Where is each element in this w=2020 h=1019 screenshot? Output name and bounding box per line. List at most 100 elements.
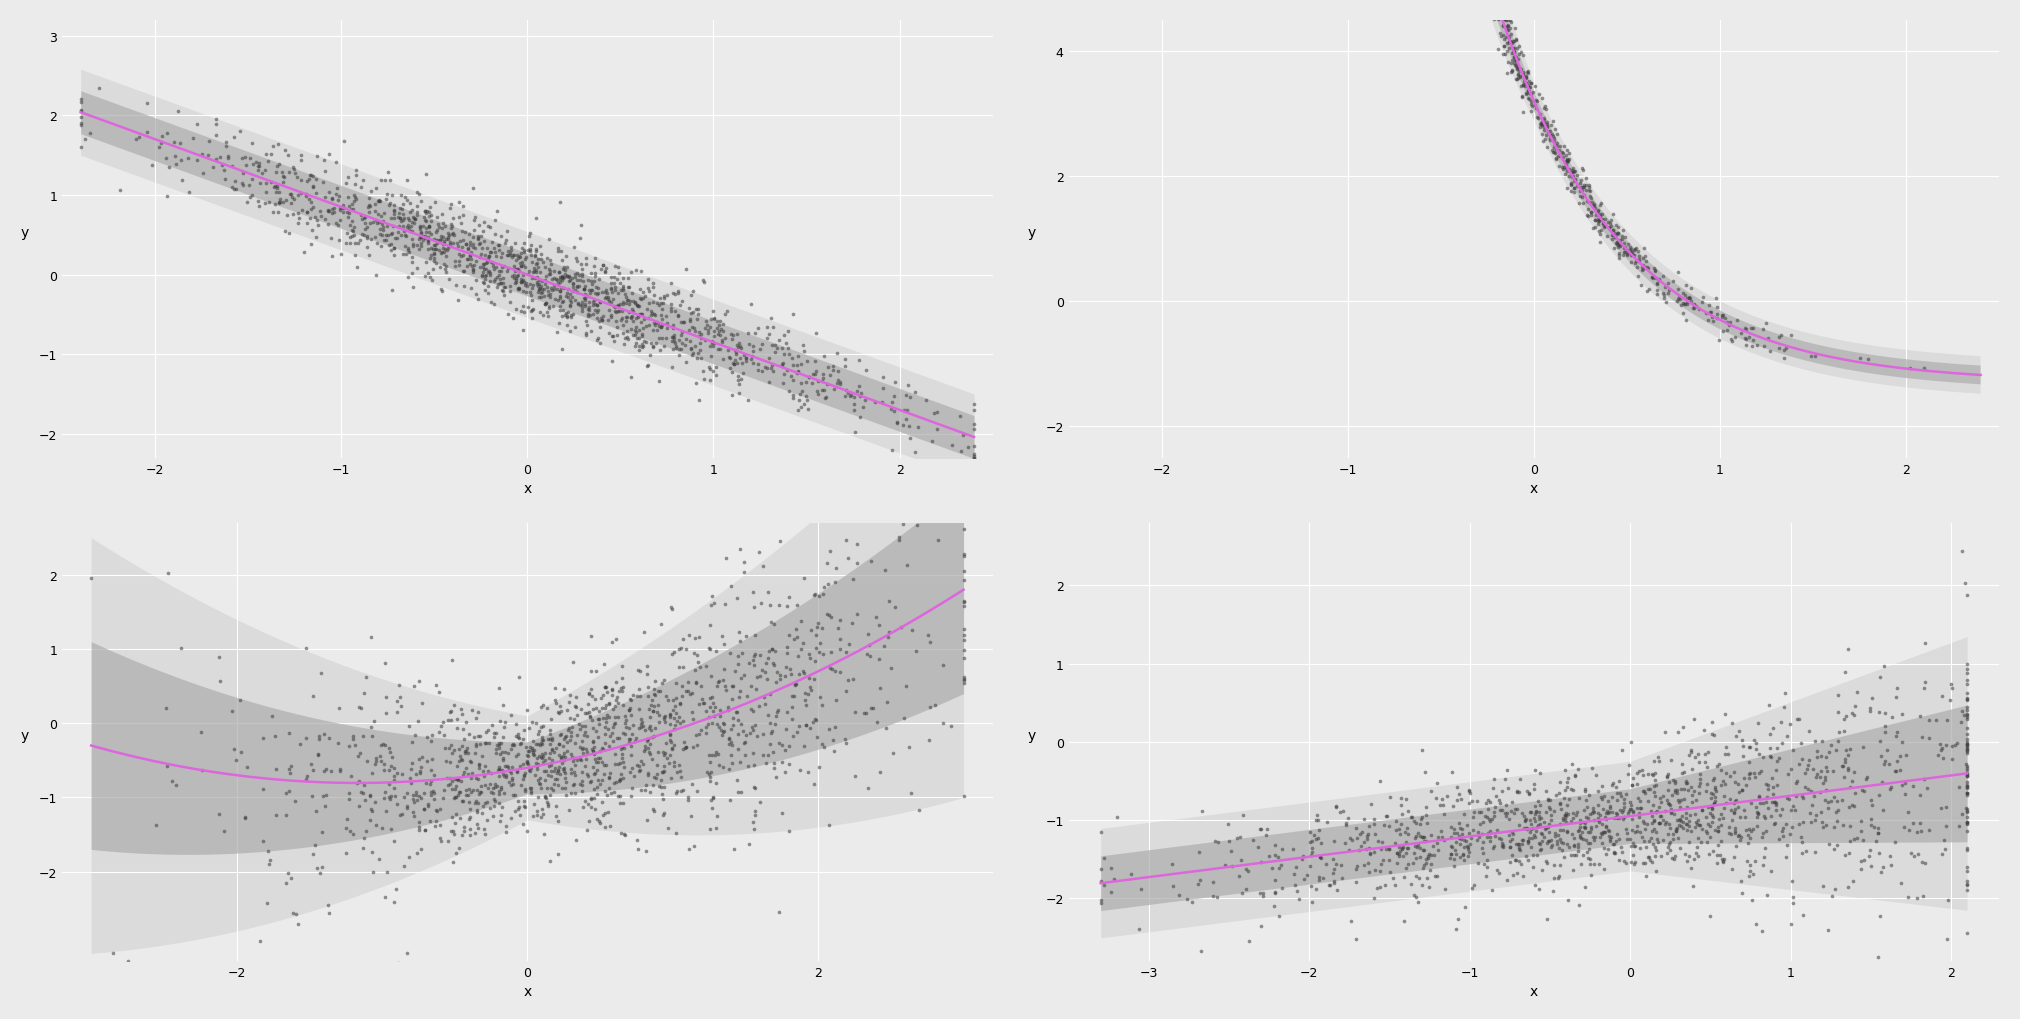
Point xyxy=(681,648,713,664)
Point xyxy=(487,752,519,768)
Point xyxy=(1584,234,1616,251)
Point xyxy=(560,698,592,714)
Point xyxy=(1701,837,1733,853)
Point xyxy=(1487,839,1519,855)
Point xyxy=(646,311,679,327)
Point xyxy=(861,714,893,731)
Point xyxy=(1608,240,1640,257)
Point xyxy=(1501,53,1533,69)
Point xyxy=(1537,857,1570,873)
Point xyxy=(1733,754,1765,770)
Point xyxy=(1689,822,1721,839)
Point xyxy=(1717,795,1749,811)
Point xyxy=(1582,206,1614,222)
Point xyxy=(628,625,661,641)
Point xyxy=(1622,249,1654,265)
Point xyxy=(509,783,541,799)
Point xyxy=(533,750,566,766)
Point xyxy=(299,838,331,854)
Point xyxy=(800,354,832,370)
Point xyxy=(1297,845,1329,861)
Point xyxy=(1547,150,1580,166)
Point xyxy=(515,743,547,759)
Point xyxy=(1836,873,1868,890)
Point xyxy=(1774,826,1806,843)
Point xyxy=(1628,240,1660,257)
Point xyxy=(558,275,590,291)
Point xyxy=(1497,34,1529,50)
Point xyxy=(778,372,810,388)
Point xyxy=(1951,588,1984,604)
Point xyxy=(1735,823,1768,840)
Point xyxy=(1683,754,1715,770)
Point xyxy=(1507,48,1539,64)
Point xyxy=(343,798,376,814)
Point xyxy=(1531,119,1563,136)
Point xyxy=(638,318,671,334)
Point xyxy=(592,695,624,711)
Point xyxy=(1479,838,1511,854)
Point xyxy=(656,601,689,618)
Point xyxy=(535,742,568,758)
Point xyxy=(1693,846,1725,862)
Point xyxy=(471,812,503,828)
Point xyxy=(360,197,392,213)
Point xyxy=(1608,809,1640,825)
Point xyxy=(626,291,659,308)
Point xyxy=(1743,789,1776,805)
Point xyxy=(515,303,547,319)
Point xyxy=(1515,816,1547,833)
Point xyxy=(1927,750,1959,766)
Point xyxy=(1491,17,1523,34)
Point xyxy=(1517,781,1549,797)
Point xyxy=(1321,856,1353,872)
Point xyxy=(699,747,731,763)
Point xyxy=(438,825,471,842)
Point xyxy=(339,176,372,193)
Point xyxy=(1582,798,1614,814)
Point xyxy=(1875,848,1907,864)
Point xyxy=(1507,75,1539,92)
Point xyxy=(1331,810,1364,826)
Point xyxy=(479,730,511,746)
Point xyxy=(1713,315,1745,331)
Point xyxy=(1600,810,1632,826)
Point xyxy=(1640,277,1673,293)
Point xyxy=(521,256,553,272)
Point xyxy=(370,192,402,208)
Point xyxy=(556,729,588,745)
Point xyxy=(558,764,590,781)
Point xyxy=(404,674,436,690)
Point xyxy=(768,328,800,344)
Point xyxy=(301,149,333,165)
Point xyxy=(539,760,572,776)
Point xyxy=(806,697,838,713)
Point xyxy=(729,351,762,367)
Point xyxy=(349,823,382,840)
Point xyxy=(1483,10,1515,26)
Point xyxy=(1592,229,1624,246)
Point xyxy=(1549,807,1582,823)
Point xyxy=(711,699,743,715)
Point xyxy=(644,319,677,335)
Point xyxy=(1388,839,1420,855)
Point xyxy=(1671,775,1703,792)
Point xyxy=(420,232,452,249)
Point xyxy=(513,243,545,259)
Point xyxy=(1590,818,1622,835)
Point xyxy=(430,244,463,260)
Point xyxy=(440,719,473,736)
Point xyxy=(792,687,824,703)
Point xyxy=(1901,824,1933,841)
Point xyxy=(1654,805,1687,821)
Point xyxy=(356,729,388,745)
Point xyxy=(947,676,980,692)
Point xyxy=(1489,808,1521,824)
Point xyxy=(517,796,549,812)
Point xyxy=(1483,793,1515,809)
Point xyxy=(448,745,481,761)
Point xyxy=(580,279,612,296)
Point xyxy=(568,740,600,756)
Point xyxy=(735,678,768,694)
Point xyxy=(669,337,701,354)
